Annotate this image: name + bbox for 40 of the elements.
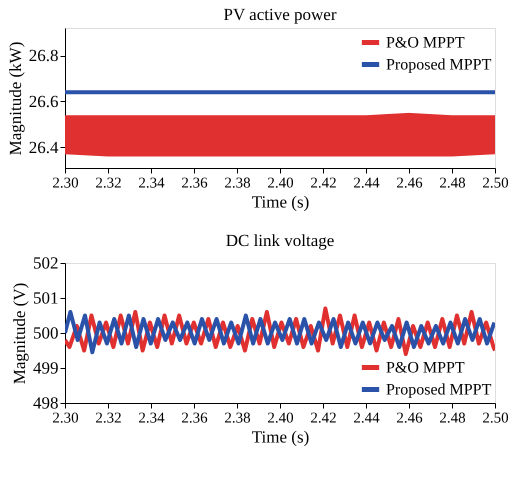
chart-title: PV active power [224, 5, 337, 24]
chart-title: DC link voltage [226, 231, 334, 250]
x-tick-label: 2.38 [224, 176, 251, 192]
x-tick-label: 2.34 [138, 410, 166, 426]
x-tick-label: 2.36 [181, 176, 208, 192]
x-tick-label: 2.48 [439, 176, 466, 192]
x-tick-label: 2.40 [267, 410, 294, 426]
x-axis-title: Time (s) [252, 192, 310, 212]
x-tick-label: 2.50 [482, 176, 509, 192]
legend-label: P&O MPPT [386, 34, 465, 52]
x-tick-label: 2.40 [267, 176, 294, 192]
x-tick-label: 2.34 [138, 176, 166, 192]
y-tick-label: 26.6 [28, 92, 58, 111]
x-tick-label: 2.38 [224, 410, 251, 426]
y-tick-label: 502 [33, 254, 58, 272]
y-tick-label: 501 [33, 288, 58, 308]
legend-label: Proposed MPPT [386, 56, 492, 74]
x-tick-label: 2.36 [181, 410, 208, 426]
legend-label: P&O MPPT [386, 360, 465, 376]
x-tick-label: 2.32 [95, 176, 122, 192]
y-tick-label: 26.8 [28, 46, 58, 66]
x-tick-label: 2.46 [396, 176, 424, 192]
x-tick-label: 2.30 [52, 410, 79, 426]
x-tick-label: 2.42 [310, 176, 337, 192]
y-tick-label: 500 [33, 324, 58, 342]
y-axis-title: Magnitude (kW) [6, 42, 25, 156]
x-tick-label: 2.50 [482, 410, 509, 426]
x-tick-label: 2.44 [353, 176, 380, 192]
y-tick-label: 26.4 [28, 138, 59, 157]
x-tick-label: 2.44 [353, 410, 380, 426]
x-tick-label: 2.48 [439, 410, 466, 426]
x-tick-label: 2.42 [310, 410, 337, 426]
x-tick-label: 2.32 [95, 410, 122, 426]
x-tick-label: 2.30 [52, 176, 79, 192]
x-tick-label: 2.46 [396, 410, 424, 426]
y-axis-title: Magnitude (V) [10, 282, 29, 384]
x-axis-title: Time (s) [252, 428, 310, 446]
y-tick-label: 498 [33, 394, 58, 412]
y-tick-label: 499 [33, 358, 58, 378]
legend-label: Proposed MPPT [386, 382, 492, 398]
